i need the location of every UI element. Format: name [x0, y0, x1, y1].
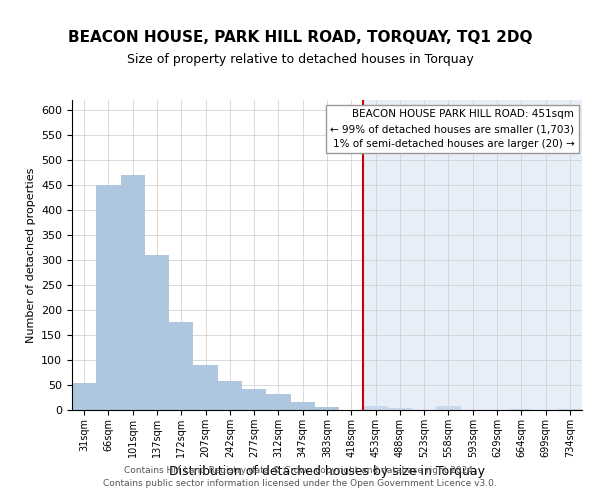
Bar — [96, 185, 121, 410]
Bar — [242, 388, 266, 410]
Bar — [193, 365, 218, 410]
Bar — [121, 175, 145, 410]
Bar — [145, 255, 169, 410]
Bar — [72, 382, 96, 410]
Bar — [509, 409, 533, 410]
Bar — [218, 381, 242, 410]
Bar — [290, 402, 315, 410]
Bar — [388, 408, 412, 410]
Text: BEACON HOUSE PARK HILL ROAD: 451sqm
← 99% of detached houses are smaller (1,703): BEACON HOUSE PARK HILL ROAD: 451sqm ← 99… — [331, 110, 574, 149]
Bar — [364, 406, 388, 410]
Text: Contains HM Land Registry data © Crown copyright and database right 2024.
Contai: Contains HM Land Registry data © Crown c… — [103, 466, 497, 487]
Text: Size of property relative to detached houses in Torquay: Size of property relative to detached ho… — [127, 52, 473, 66]
Bar — [169, 322, 193, 410]
Bar — [364, 100, 582, 410]
Bar — [266, 394, 290, 410]
Y-axis label: Number of detached properties: Number of detached properties — [26, 168, 35, 342]
Bar — [436, 406, 461, 410]
Bar — [315, 406, 339, 410]
X-axis label: Distribution of detached houses by size in Torquay: Distribution of detached houses by size … — [169, 466, 485, 478]
Bar — [558, 409, 582, 410]
Text: BEACON HOUSE, PARK HILL ROAD, TORQUAY, TQ1 2DQ: BEACON HOUSE, PARK HILL ROAD, TORQUAY, T… — [68, 30, 532, 45]
